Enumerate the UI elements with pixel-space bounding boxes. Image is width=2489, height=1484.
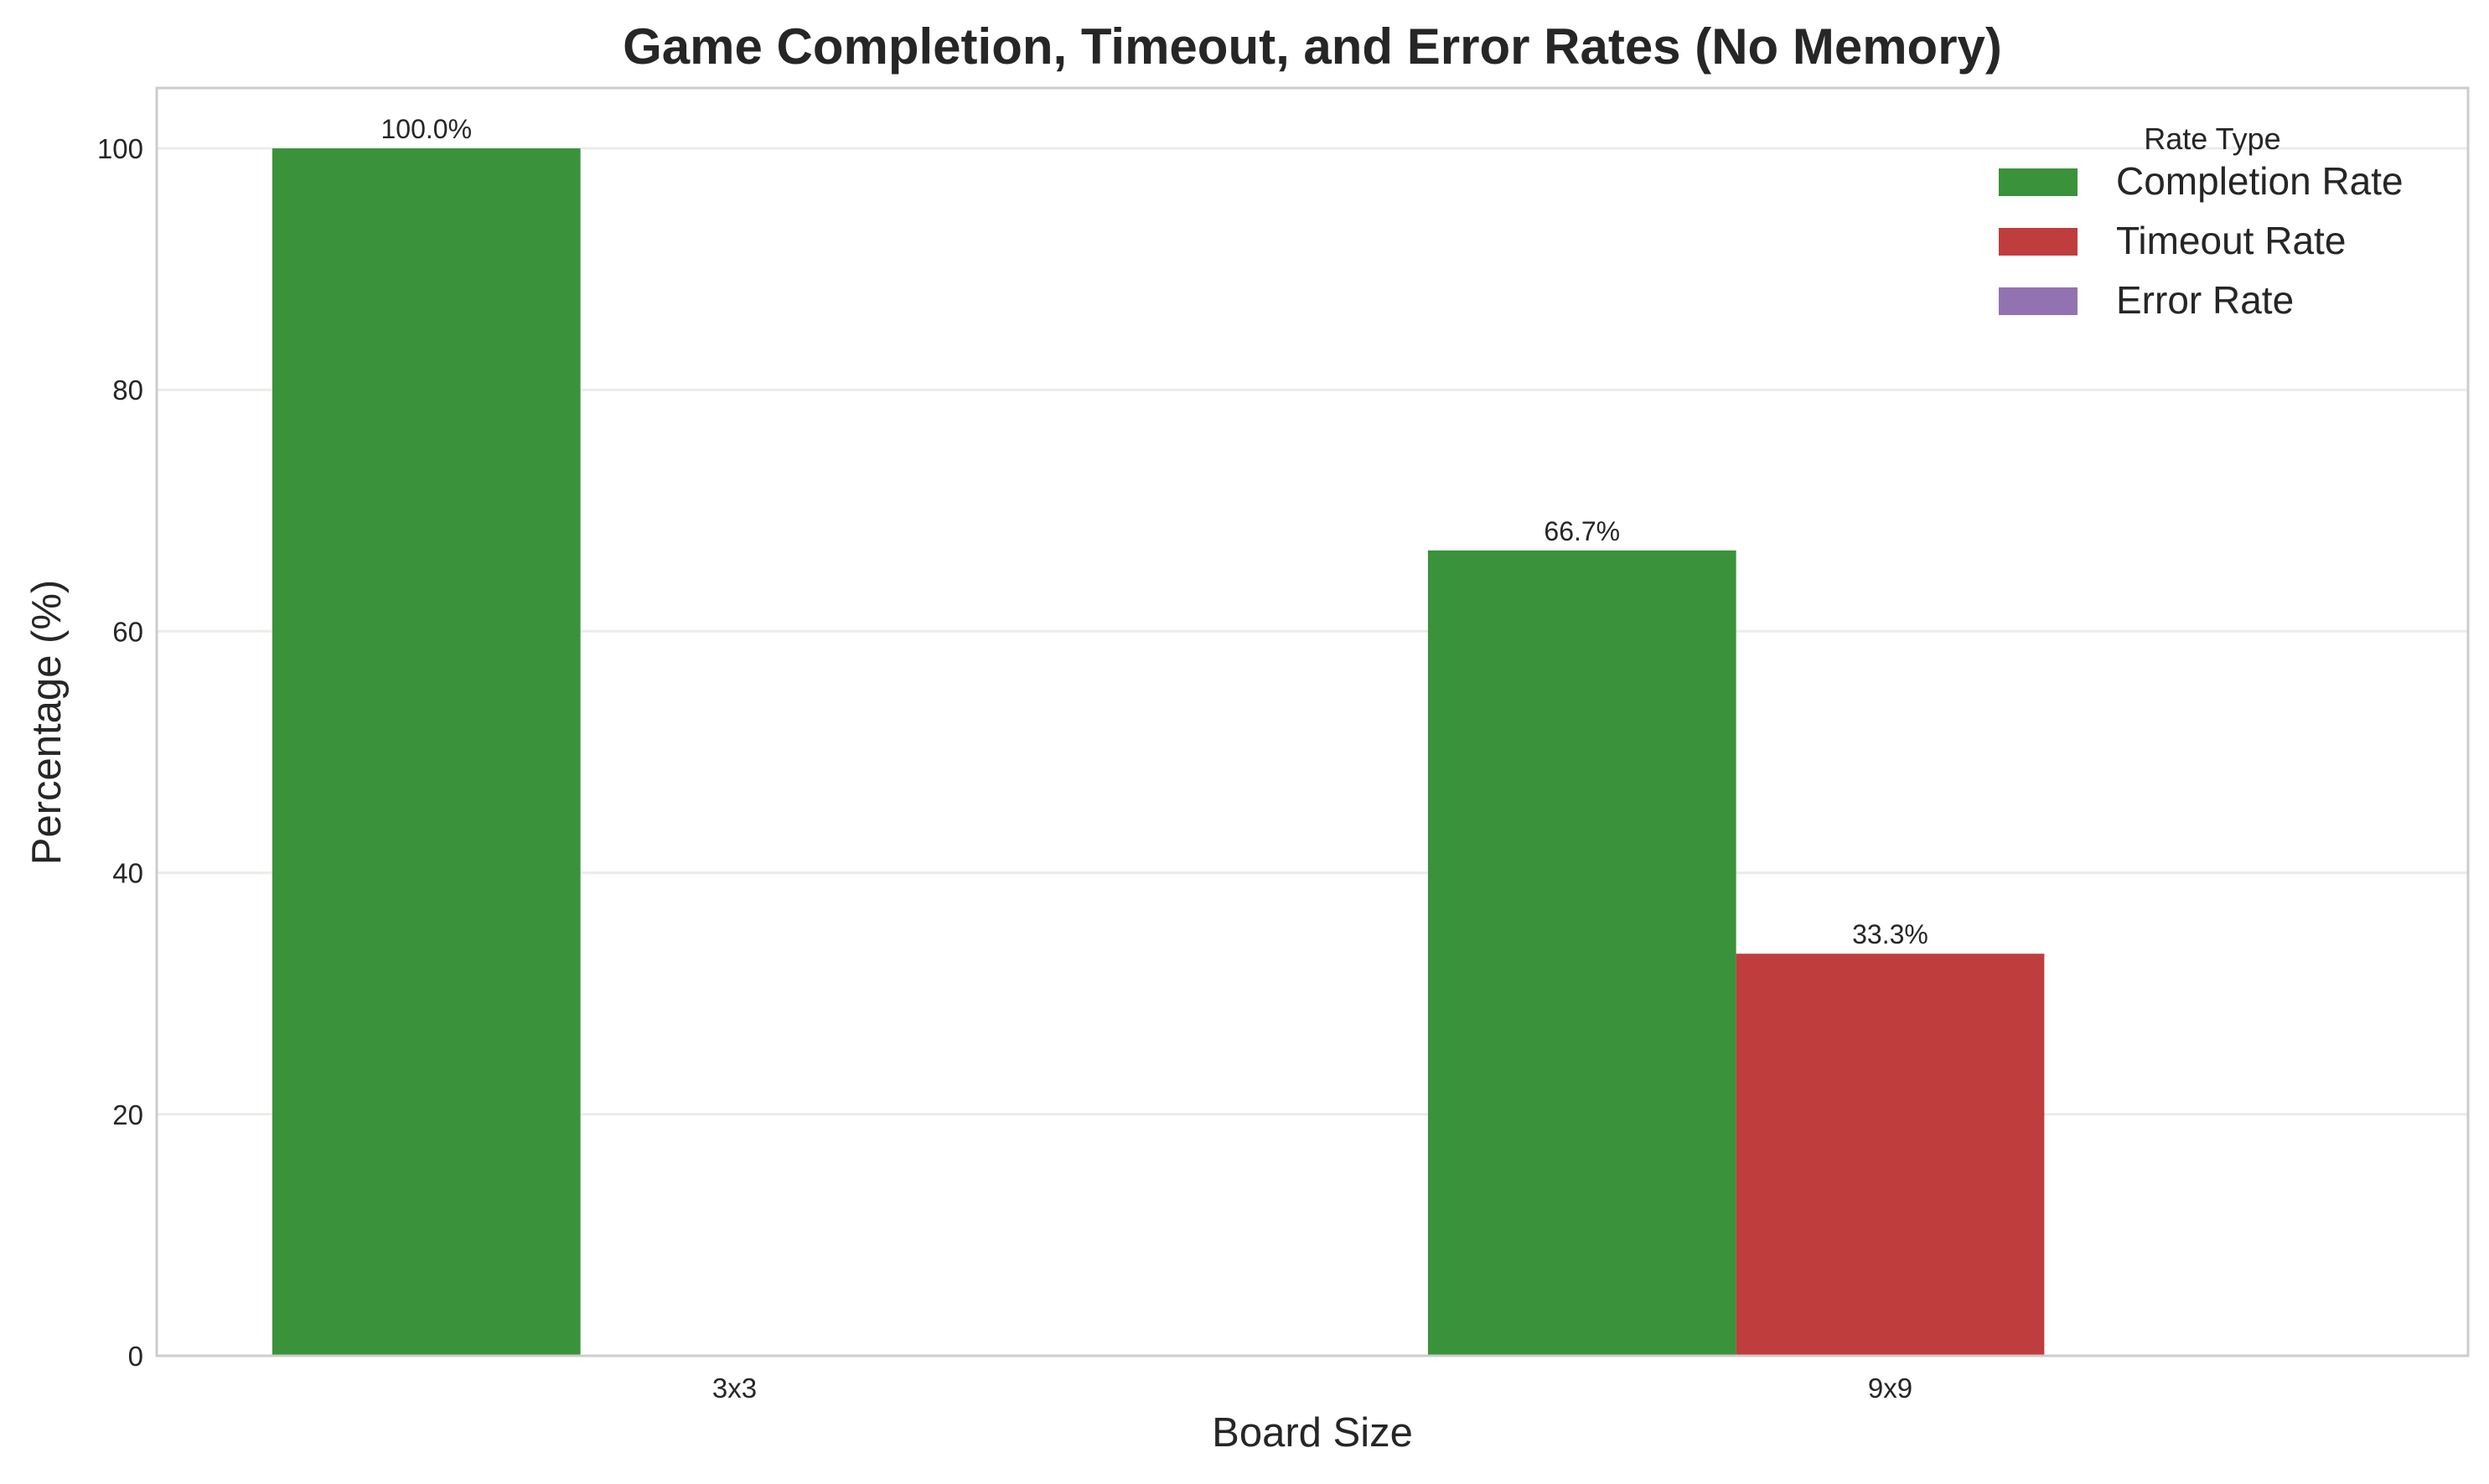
y-tick-label: 40	[112, 858, 143, 889]
y-tick-label: 80	[112, 375, 143, 406]
legend: Rate Type Completion Rate Timeout Rate Err…	[1999, 122, 2404, 322]
legend-label: Timeout Rate	[2116, 219, 2346, 262]
bar-timeout-rate-9x9	[1736, 954, 2045, 1356]
legend-label: Completion Rate	[2116, 159, 2404, 203]
legend-swatch-completion-rate	[1999, 168, 2078, 196]
y-tick-label: 20	[112, 1099, 143, 1130]
y-axis-label: Percentage (%)	[24, 580, 70, 865]
legend-swatch-error-rate	[1999, 287, 2078, 315]
bar-value-label: 100.0%	[381, 114, 473, 144]
bars	[272, 148, 2045, 1357]
y-tick-label: 60	[112, 616, 143, 647]
y-tick-label: 0	[128, 1341, 143, 1372]
plot-frame	[155, 86, 2470, 1357]
chart-title: Game Completion, Timeout, and Error Rate…	[623, 18, 2002, 75]
x-axis-ticks: 3x3 9x9	[712, 1373, 1912, 1404]
x-axis-label: Board Size	[1212, 1410, 1413, 1456]
bar-value-label: 33.3%	[1852, 919, 1928, 949]
x-tick-label: 9x9	[1868, 1373, 1912, 1404]
x-tick-label: 3x3	[712, 1373, 757, 1404]
legend-title: Rate Type	[2144, 122, 2280, 156]
bar-value-label: 66.7%	[1544, 516, 1620, 546]
bar-completion-rate-3x3	[272, 148, 581, 1357]
y-axis-ticks: 0 20 40 60 80 100	[97, 133, 143, 1372]
bar-value-labels: 100.0% 66.7% 33.3%	[381, 114, 1928, 949]
bar-completion-rate-9x9	[1427, 550, 1736, 1356]
y-tick-label: 100	[97, 133, 143, 164]
legend-label: Error Rate	[2116, 278, 2294, 322]
legend-swatch-timeout-rate	[1999, 228, 2078, 256]
